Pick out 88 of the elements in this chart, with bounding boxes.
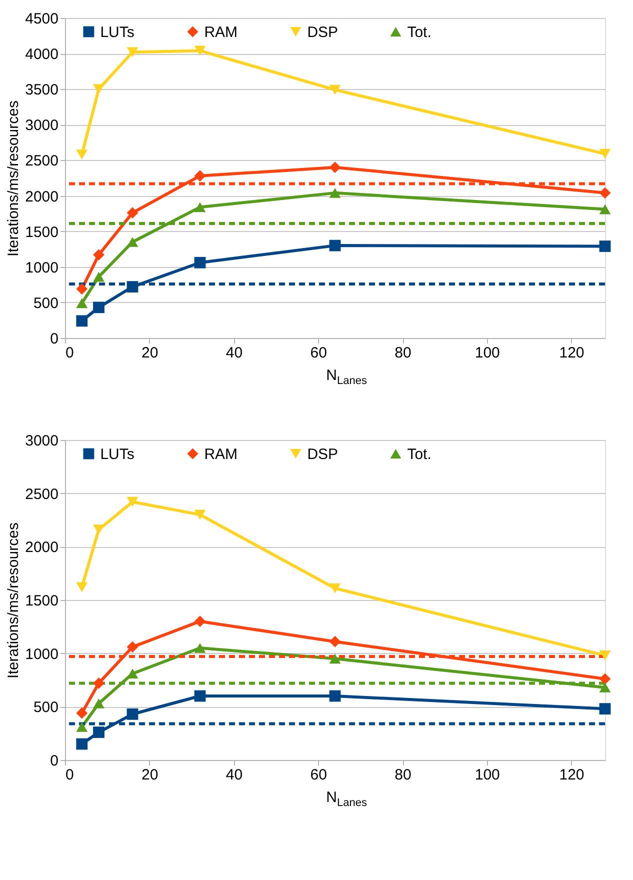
x-tick-label: 100 — [474, 344, 500, 362]
y-tick-label: 0 — [50, 330, 58, 348]
y-tick-label: 2000 — [25, 539, 58, 556]
point — [93, 678, 104, 689]
y-tick-label: 3000 — [25, 117, 58, 134]
x-tick-label: 80 — [394, 766, 412, 784]
y-axis-title: Iterations/ms/resources — [5, 100, 22, 256]
x-tick-label: 120 — [559, 344, 584, 362]
point — [126, 207, 138, 219]
point — [329, 654, 341, 664]
point — [93, 726, 104, 738]
point — [126, 237, 138, 247]
point — [126, 641, 138, 653]
y-tick-label: 2500 — [25, 152, 58, 170]
point — [93, 249, 104, 260]
point — [194, 690, 206, 702]
x-tick-label: 20 — [142, 766, 158, 784]
point — [329, 188, 341, 198]
y-tick-label: 500 — [33, 294, 58, 312]
legend-label: DSP — [307, 24, 338, 41]
point — [126, 708, 138, 720]
point — [329, 240, 341, 252]
point — [194, 510, 206, 520]
point — [76, 707, 88, 719]
point — [194, 170, 206, 182]
point — [599, 650, 611, 660]
point — [194, 202, 206, 212]
point — [599, 703, 611, 714]
point — [93, 524, 104, 535]
y-tick-label: 3000 — [25, 432, 58, 450]
legend-label: DSP — [307, 446, 338, 463]
point — [329, 636, 341, 648]
point — [329, 162, 341, 174]
legend-label: RAM — [204, 24, 238, 41]
point — [76, 298, 88, 308]
point — [76, 738, 88, 750]
y-axis-title: Iterations/ms/resources — [5, 522, 22, 678]
x-tick-label: 20 — [142, 344, 158, 362]
point — [93, 698, 104, 708]
legend-label: LUTs — [100, 446, 134, 463]
point — [76, 150, 88, 160]
legend-label: Tot. — [407, 446, 432, 463]
point — [76, 722, 88, 732]
y-tick-label: 2000 — [25, 188, 58, 206]
y-tick-label: 1500 — [25, 224, 58, 241]
point — [599, 682, 611, 692]
point — [329, 690, 341, 702]
point — [126, 496, 138, 507]
x-tick-label: 60 — [310, 344, 327, 362]
y-tick-label: 4000 — [25, 46, 58, 64]
point — [194, 256, 206, 268]
point — [599, 148, 611, 159]
legend-label: Tot. — [407, 24, 432, 41]
point — [599, 673, 611, 685]
point — [76, 315, 88, 327]
y-tick-label: 4500 — [25, 10, 58, 28]
point — [194, 643, 206, 653]
x-tick-label: 40 — [226, 766, 243, 784]
x-tick-label: 0 — [66, 766, 74, 784]
point — [76, 582, 88, 592]
y-tick-label: 1000 — [25, 259, 58, 276]
point — [126, 47, 138, 58]
x-tick-label: 60 — [310, 766, 327, 784]
point — [93, 84, 104, 94]
point — [599, 204, 611, 214]
y-tick-label: 500 — [33, 699, 58, 716]
point — [194, 616, 206, 628]
legend-label: LUTs — [100, 24, 134, 41]
point — [194, 46, 206, 56]
x-tick-label: 0 — [66, 344, 74, 362]
point — [76, 283, 88, 295]
point — [599, 240, 611, 252]
x-tick-label: 120 — [559, 766, 584, 784]
y-tick-label: 3500 — [25, 82, 58, 99]
x-tick-label: 80 — [394, 344, 412, 362]
y-tick-label: 2500 — [25, 486, 58, 503]
point — [329, 84, 341, 95]
point — [126, 281, 138, 292]
x-tick-label: 100 — [474, 766, 500, 784]
y-tick-label: 0 — [50, 752, 58, 770]
y-tick-label: 1000 — [25, 646, 58, 663]
x-tick-label: 40 — [226, 344, 243, 362]
legend-label: RAM — [204, 446, 238, 463]
y-tick-label: 1500 — [25, 592, 58, 610]
point — [599, 187, 611, 199]
point — [93, 302, 104, 314]
point — [93, 272, 104, 282]
point — [329, 583, 341, 594]
